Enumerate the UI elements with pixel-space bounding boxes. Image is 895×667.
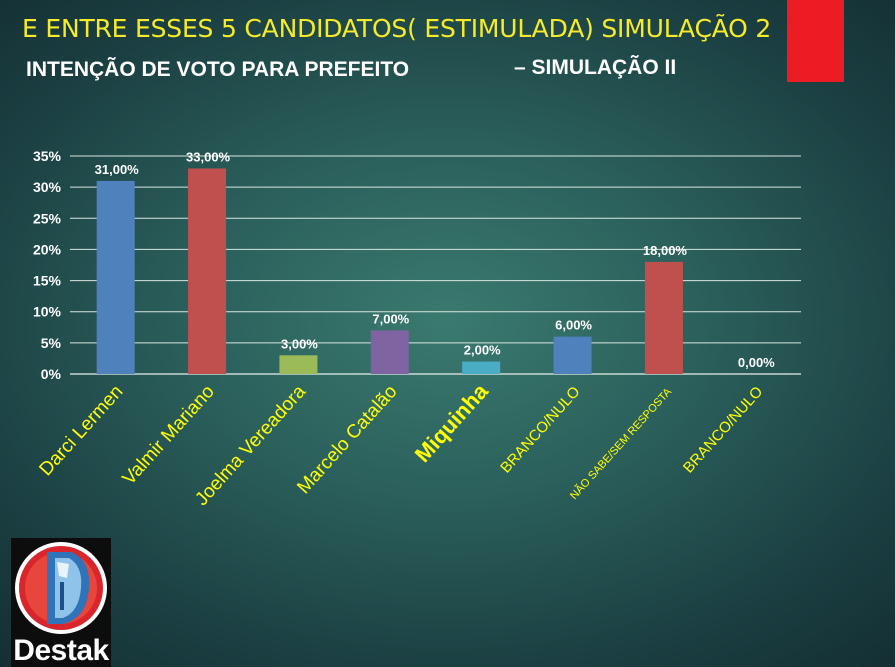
x-tick-label: Valmir Mariano	[119, 381, 219, 489]
data-label: 18,00%	[643, 243, 688, 258]
data-label: 7,00%	[372, 311, 409, 326]
destak-logo-icon	[11, 538, 111, 667]
y-tick-label: 0%	[41, 366, 62, 382]
page-subtitle: INTENÇÃO DE VOTO PARA PREFEITO	[26, 58, 410, 81]
data-label: 33,00%	[186, 149, 231, 164]
y-axis: 0% 5% 10% 15% 20% 25% 30% 35%	[33, 148, 62, 382]
y-tick-label: 10%	[33, 304, 62, 320]
bar	[96, 180, 135, 374]
accent-block	[787, 0, 844, 82]
chart-grid	[70, 155, 801, 375]
y-tick-label: 5%	[41, 335, 62, 351]
y-tick-label: 15%	[33, 273, 62, 289]
y-tick-label: 30%	[33, 179, 62, 195]
y-tick-label: 20%	[33, 241, 62, 257]
page-title: E ENTRE ESSES 5 CANDIDATOS( ESTIMULADA) …	[22, 14, 772, 43]
x-tick-label: NÃO SABE/SEM RESPOSTA	[567, 385, 674, 502]
bar	[553, 336, 592, 374]
logo-text: Destak	[13, 634, 109, 667]
bar	[644, 261, 683, 374]
x-tick-label: Darci Lermen	[35, 381, 127, 480]
bar	[279, 355, 318, 374]
x-tick-label: Miquinha	[410, 378, 494, 467]
data-label: 2,00%	[464, 343, 501, 358]
page-subtitle-suffix: – SIMULAÇÃO II	[514, 56, 677, 79]
x-tick-label: Marcelo Catalão	[293, 381, 401, 498]
y-tick-label: 25%	[33, 210, 62, 226]
data-label: 6,00%	[555, 318, 592, 333]
y-tick-label: 35%	[33, 148, 62, 164]
data-labels: 31,00% 33,00% 3,00% 7,00% 2,00% 6,00% 18,00% 0,…	[95, 149, 776, 370]
x-tick-label: BRANCO/NULO	[680, 383, 766, 476]
data-label: 0,00%	[738, 355, 775, 370]
bars	[96, 168, 683, 374]
data-label: 31,00%	[95, 162, 140, 177]
bar	[188, 168, 227, 374]
bar	[462, 361, 501, 374]
data-label: 3,00%	[281, 336, 318, 351]
bar	[370, 330, 409, 374]
x-tick-label: BRANCO/NULO	[497, 383, 583, 476]
